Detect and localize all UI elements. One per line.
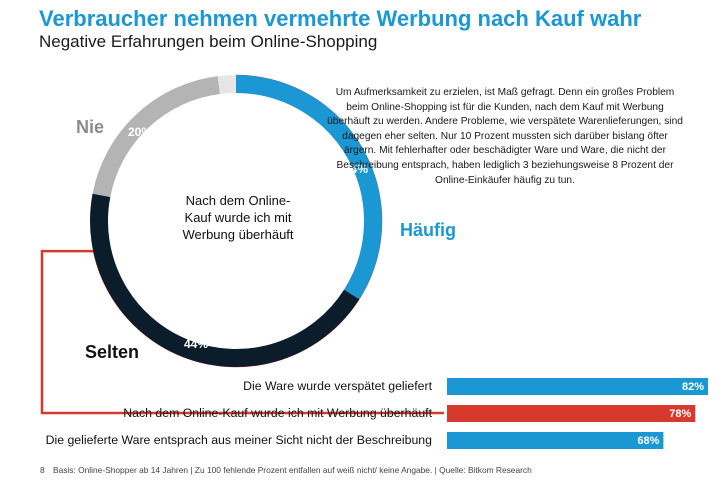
bar-2	[447, 405, 696, 422]
slice-category-label: Selten	[85, 342, 139, 362]
chart-subtitle: Negative Erfahrungen beim Online-Shoppin…	[39, 32, 378, 51]
donut-center-text: Werbung überhäuft	[182, 227, 293, 242]
slice-value-label: 44%	[184, 337, 208, 351]
slice-category-label: Nie	[76, 117, 104, 137]
donut-slice-haeufig	[235, 75, 382, 300]
footnote: 8 Basis: Online-Shopper ab 14 Jahren | Z…	[40, 465, 532, 475]
bar-value-label: 68%	[637, 435, 659, 447]
page-number: 8	[40, 465, 45, 475]
donut-center-text: Kauf wurde ich mit	[185, 210, 292, 225]
bar-category-label: Die Ware wurde verspätet geliefert	[243, 379, 432, 393]
donut-center-text: Nach dem Online-	[186, 193, 291, 208]
bar-category-label: Nach dem Online-Kauf wurde ich mit Werbu…	[123, 406, 432, 420]
description-text: Um Aufmerksamkeit zu erzielen, ist Maß g…	[327, 87, 683, 186]
slice-value-label: 20%	[128, 125, 152, 139]
slice-category-label: Häufig	[400, 220, 456, 240]
bar-value-label: 82%	[682, 381, 704, 393]
bar-value-label: 78%	[669, 408, 691, 420]
footnote-text: Basis: Online-Shopper ab 14 Jahren | Zu …	[53, 465, 532, 475]
slice-value-label: 34%	[344, 162, 368, 176]
chart-title: Verbraucher nehmen vermehrte Werbung nac…	[39, 6, 642, 31]
bar-category-label: Die gelieferte Ware entsprach aus meiner…	[46, 433, 433, 447]
donut-slice-selten	[90, 193, 360, 367]
bar-1	[447, 378, 708, 395]
bar-3	[447, 432, 664, 449]
donut-slice-nie	[92, 76, 221, 198]
donut-slice-rest	[217, 75, 237, 95]
